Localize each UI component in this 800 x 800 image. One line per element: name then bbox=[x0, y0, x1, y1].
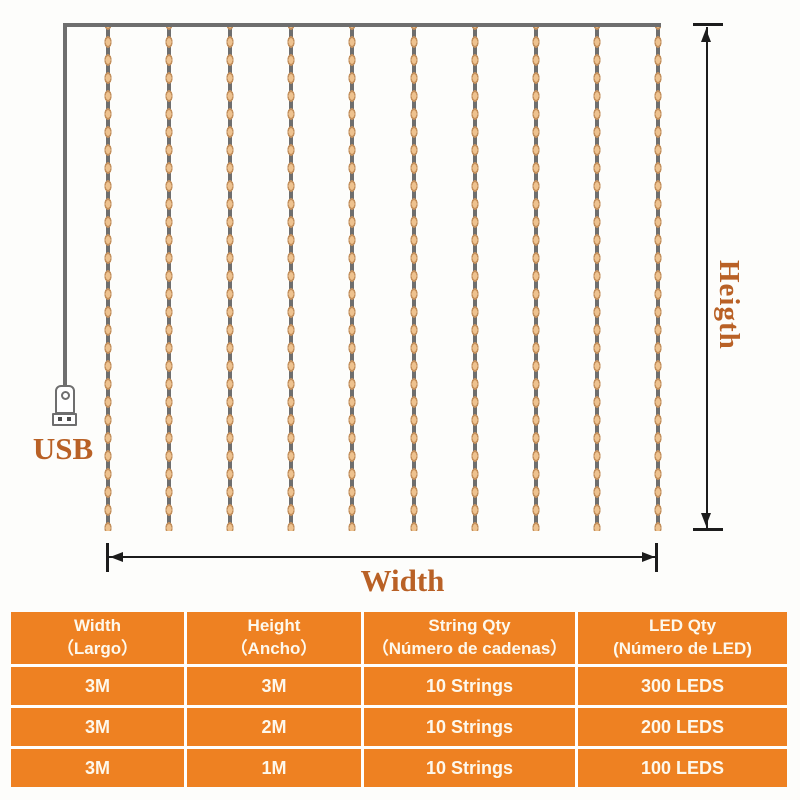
width-label: Width bbox=[360, 563, 445, 598]
curtain-top-bar bbox=[63, 23, 661, 27]
header-subtitle: （Número de cadenas） bbox=[371, 639, 568, 658]
spec-table-cell: 300 LEDS bbox=[578, 667, 787, 705]
arrow-right-icon bbox=[642, 551, 655, 562]
spec-table-header-cell: LED Qty (Número de LED) bbox=[578, 612, 787, 664]
light-string bbox=[470, 27, 479, 531]
spec-table: Width （Largo） Height （Ancho） String Qty （Núme… bbox=[11, 612, 787, 787]
header-subtitle: (Número de LED) bbox=[613, 639, 752, 658]
usb-pin-icon bbox=[67, 417, 71, 421]
light-string bbox=[409, 27, 418, 531]
spec-table-header-cell: Width （Largo） bbox=[11, 612, 184, 664]
arrow-left-icon bbox=[110, 551, 123, 562]
usb-connector-hole-icon bbox=[61, 391, 70, 400]
width-dimension-line bbox=[109, 556, 656, 558]
usb-pin-icon bbox=[58, 417, 62, 421]
spec-table-cell: 3M bbox=[187, 667, 361, 705]
header-title: Width bbox=[73, 616, 122, 636]
light-string bbox=[165, 27, 174, 531]
light-string bbox=[287, 27, 296, 531]
header-title: Height bbox=[247, 616, 301, 636]
spec-table-cell: 10 Strings bbox=[364, 749, 575, 787]
spec-table-cell: 10 Strings bbox=[364, 708, 575, 746]
light-string bbox=[592, 27, 601, 531]
header-subtitle: （Largo） bbox=[56, 639, 139, 658]
arrow-down-icon bbox=[701, 513, 711, 526]
light-string bbox=[531, 27, 540, 531]
spec-table-cell: 1M bbox=[187, 749, 361, 787]
height-dimension-tick-bottom bbox=[693, 528, 723, 531]
spec-table-cell: 100 LEDS bbox=[578, 749, 787, 787]
usb-label: USB bbox=[32, 431, 94, 466]
spec-table-cell: 10 Strings bbox=[364, 667, 575, 705]
width-dimension-tick-left bbox=[106, 543, 109, 572]
spec-table-cell: 3M bbox=[11, 708, 184, 746]
header-subtitle: （Ancho） bbox=[230, 639, 318, 658]
spec-table-header-cell: String Qty （Número de cadenas） bbox=[364, 612, 575, 664]
height-dimension-line bbox=[706, 27, 708, 528]
spec-table-cell: 200 LEDS bbox=[578, 708, 787, 746]
height-dimension-tick-top bbox=[693, 23, 723, 26]
header-title: String Qty bbox=[428, 616, 511, 636]
header-title: LED Qty bbox=[648, 616, 717, 636]
usb-power-cable bbox=[63, 23, 67, 387]
spec-table-header-cell: Height （Ancho） bbox=[187, 612, 361, 664]
light-string bbox=[226, 27, 235, 531]
usb-plug-icon bbox=[52, 413, 77, 426]
spec-table-cell: 3M bbox=[11, 667, 184, 705]
light-string bbox=[104, 27, 112, 531]
spec-table-cell: 3M bbox=[11, 749, 184, 787]
arrow-up-icon bbox=[701, 29, 711, 42]
width-dimension-tick-right bbox=[655, 543, 658, 572]
light-string bbox=[653, 27, 662, 531]
light-string bbox=[348, 27, 357, 531]
height-label: Heigth bbox=[713, 260, 745, 350]
spec-table-cell: 2M bbox=[187, 708, 361, 746]
